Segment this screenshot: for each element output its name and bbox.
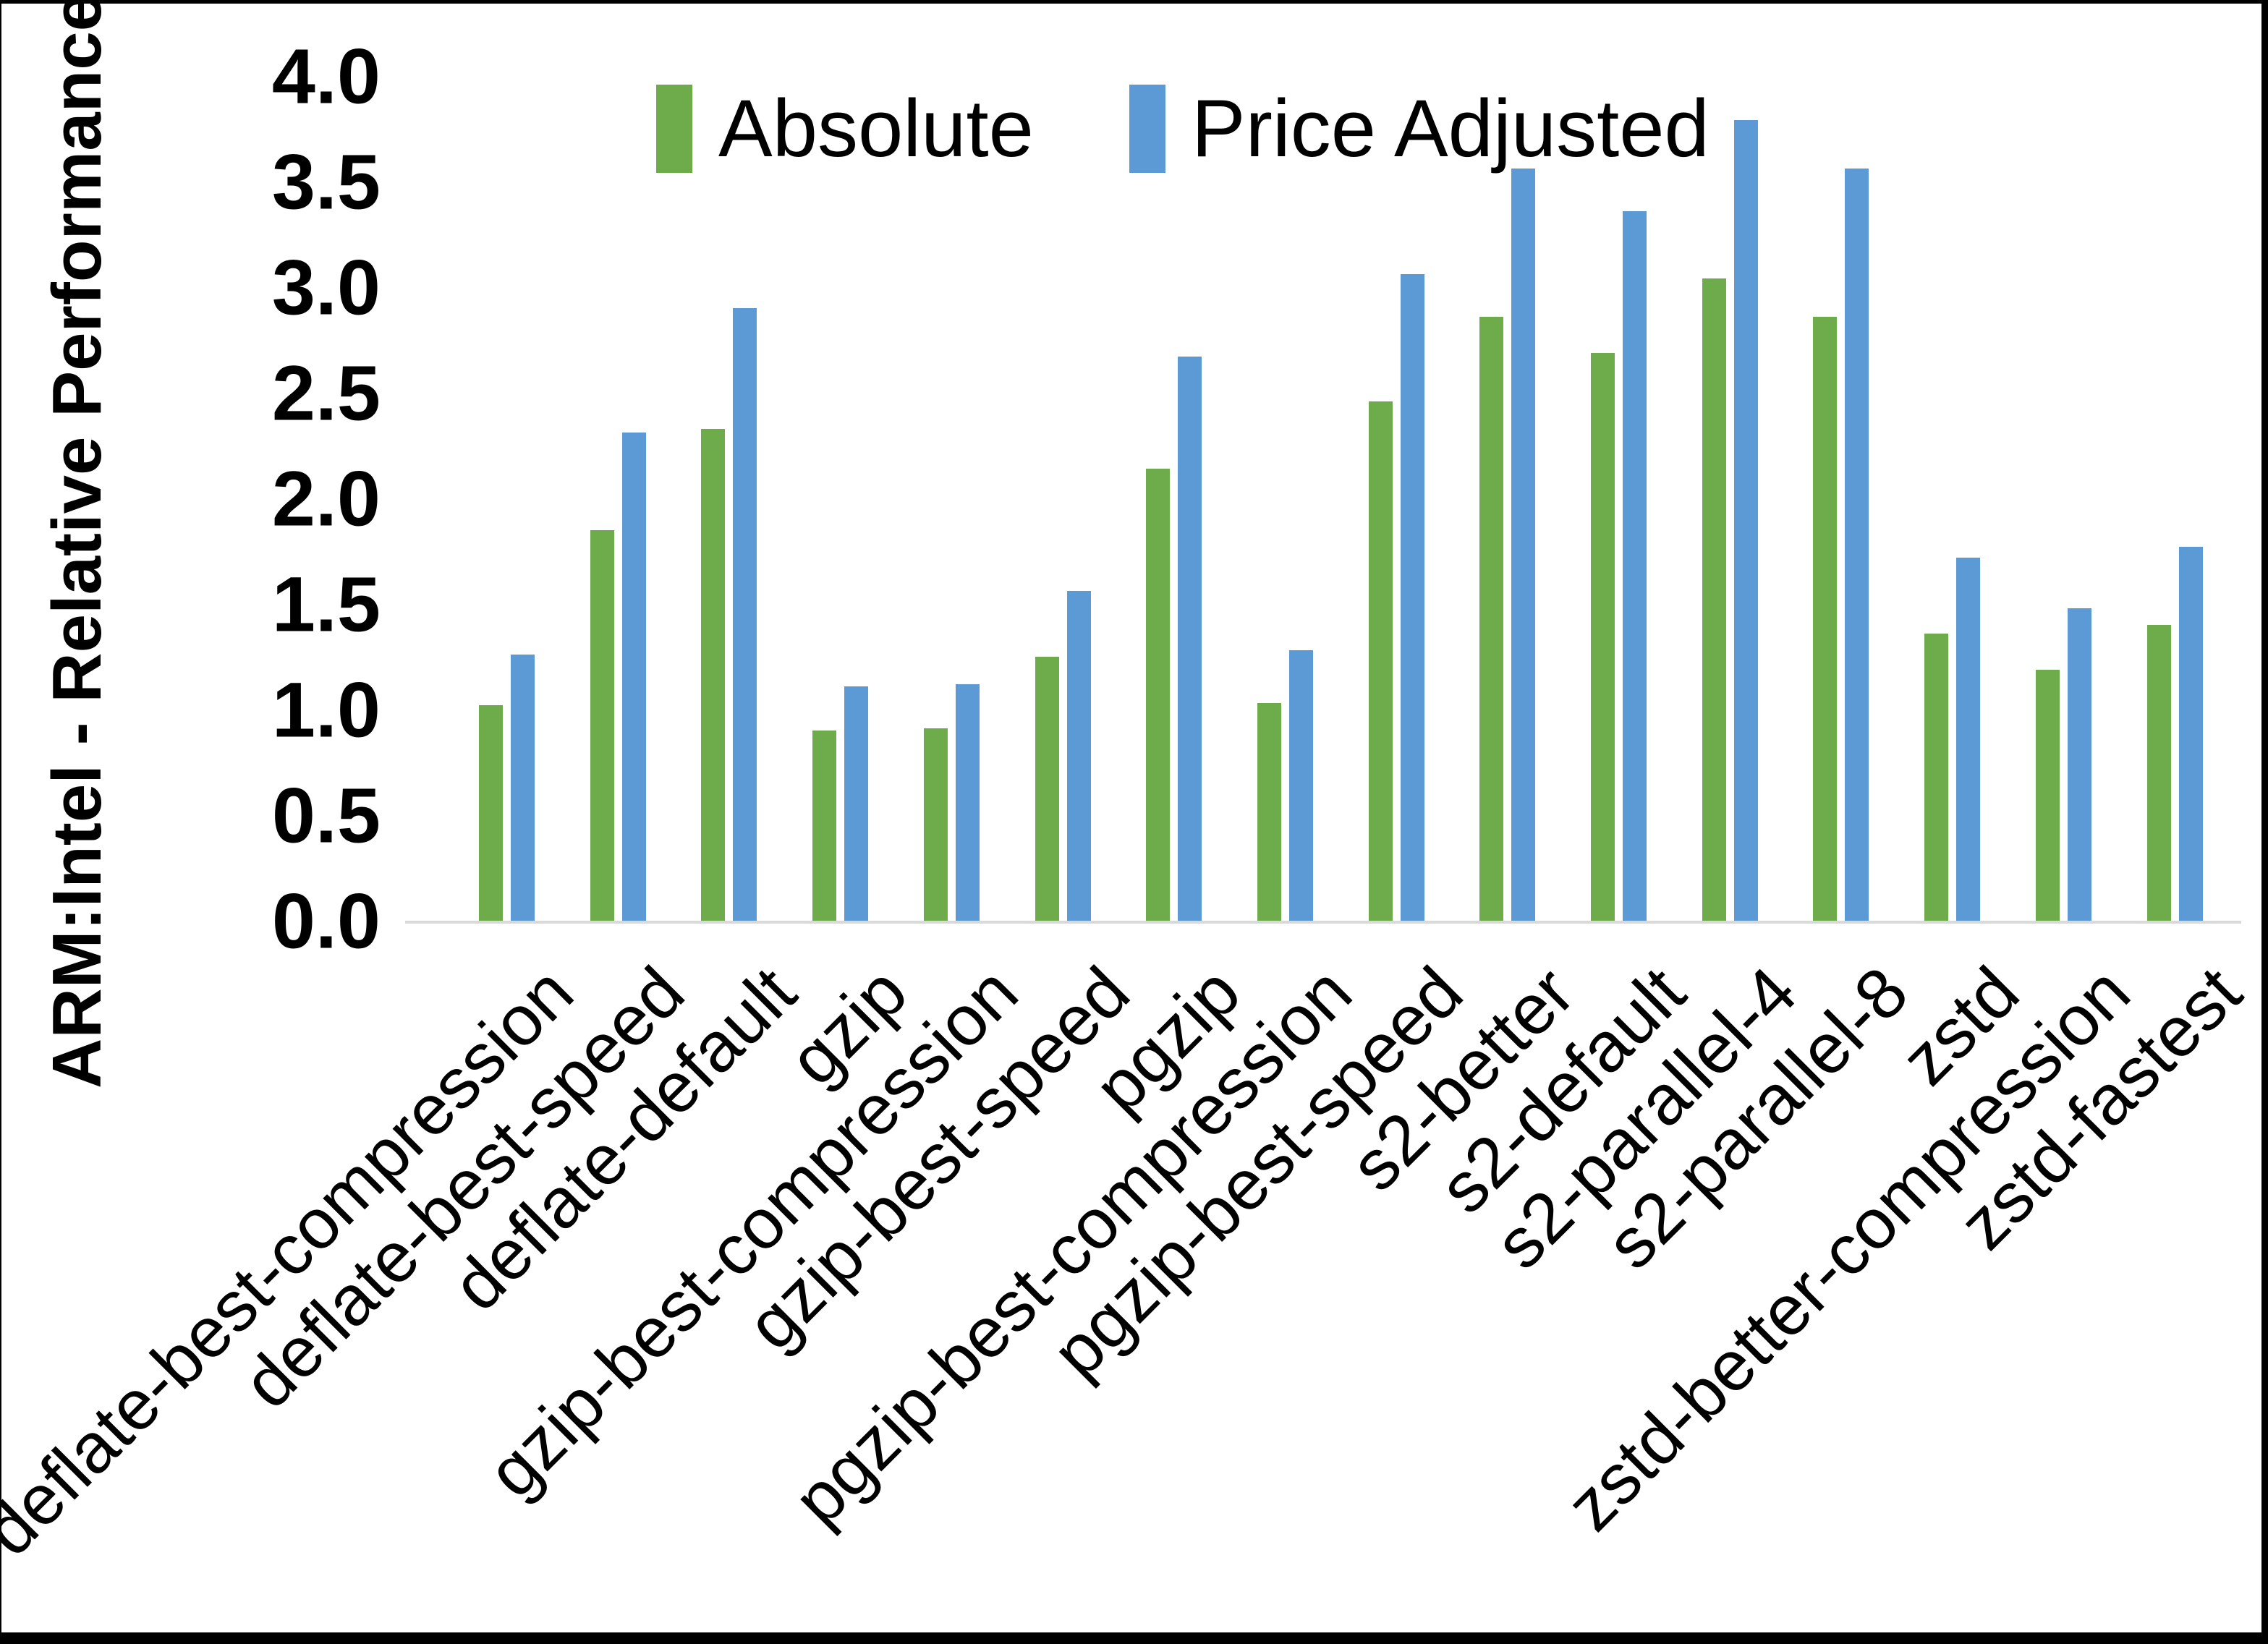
bar-s2-better-absolute [1479, 316, 1504, 921]
bar-pgzip-best-compression-absolute [1257, 703, 1281, 921]
y-tick-label-2.0: 2.0 [271, 454, 381, 542]
bar-zstd-better-compression-price-adjusted [2067, 608, 2091, 921]
bar-deflate-best-compression-absolute [479, 705, 503, 921]
bar-s2-parallel-4-price-adjusted [1733, 120, 1758, 921]
bar-gzip-best-speed-absolute [1035, 657, 1059, 921]
chart-legend: Absolute Price Adjusted [656, 82, 1710, 175]
y-tick-label-2.5: 2.5 [271, 349, 381, 437]
legend-swatch-absolute [656, 84, 692, 173]
bar-zstd-absolute [1924, 633, 1949, 921]
legend-label-price-adjusted: Price Adjusted [1191, 83, 1710, 174]
bar-s2-parallel-8-absolute [1813, 316, 1838, 921]
bar-s2-default-absolute [1591, 352, 1615, 921]
bar-gzip-best-compression-price-adjusted [955, 683, 980, 921]
y-tick-label-0.0: 0.0 [271, 877, 381, 965]
bar-pgzip-best-speed-price-adjusted [1400, 274, 1424, 921]
bar-gzip-price-adjusted [844, 686, 869, 921]
legend-swatch-price-adjusted [1129, 84, 1165, 173]
bar-pgzip-price-adjusted [1178, 357, 1202, 921]
plot-area [1, 76, 2268, 921]
bar-zstd-fastest-price-adjusted [2178, 547, 2203, 921]
bar-zstd-price-adjusted [1956, 557, 1981, 921]
bar-pgzip-best-speed-absolute [1368, 401, 1393, 921]
x-axis-baseline [405, 921, 2241, 924]
y-tick-label-0.5: 0.5 [271, 771, 381, 859]
legend-label-absolute: Absolute [718, 83, 1034, 174]
bar-zstd-fastest-absolute [2146, 625, 2171, 921]
bar-deflate-default-price-adjusted [733, 308, 757, 921]
bar-deflate-best-speed-absolute [590, 529, 614, 921]
bar-deflate-best-speed-price-adjusted [621, 433, 646, 921]
bar-pgzip-absolute [1146, 469, 1171, 921]
bar-gzip-best-compression-absolute [923, 728, 948, 921]
y-tick-label-1.0: 1.0 [271, 665, 381, 754]
bar-pgzip-best-compression-price-adjusted [1288, 650, 1313, 921]
y-tick-label-4.0: 4.0 [271, 32, 381, 120]
y-tick-label-3.0: 3.0 [271, 243, 381, 331]
bar-deflate-default-absolute [701, 428, 726, 921]
y-tick-label-3.5: 3.5 [271, 137, 381, 226]
bar-s2-parallel-4-absolute [1702, 278, 1726, 921]
y-tick-label-1.5: 1.5 [271, 560, 381, 648]
bar-s2-default-price-adjusted [1623, 210, 1647, 921]
bar-s2-parallel-8-price-adjusted [1845, 169, 1869, 921]
bar-deflate-best-compression-price-adjusted [511, 655, 535, 921]
bar-zstd-better-compression-absolute [2035, 669, 2060, 921]
bar-s2-better-price-adjusted [1511, 169, 1536, 921]
bar-gzip-absolute [812, 731, 837, 921]
bar-gzip-best-speed-price-adjusted [1066, 591, 1091, 921]
